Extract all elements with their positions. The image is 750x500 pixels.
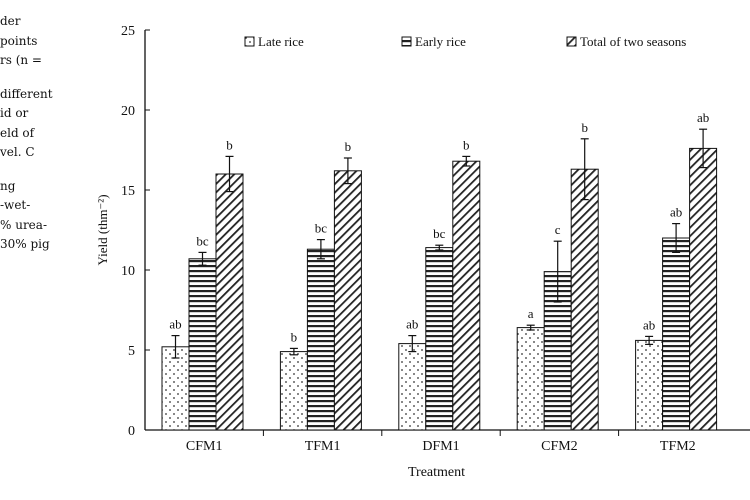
significance-label: b — [463, 137, 470, 152]
significance-label: bc — [315, 221, 328, 236]
y-tick-label: 5 — [128, 344, 135, 359]
x-tick-label-tfm1: TFM1 — [305, 439, 341, 454]
caption-line: different — [0, 86, 53, 101]
figure-caption-fragment: der points rs (n = different id or eld of vel.… — [0, 12, 70, 255]
caption-line: ng — [0, 178, 16, 193]
caption-line: id or — [0, 106, 29, 120]
significance-label: b — [291, 329, 298, 344]
legend-label: Late rice — [258, 34, 304, 49]
significance-label: ab — [406, 317, 418, 332]
caption-line: points — [0, 33, 38, 48]
y-tick-label: 20 — [121, 104, 135, 119]
y-tick-label: 0 — [128, 424, 135, 439]
significance-label: a — [528, 306, 534, 321]
significance-label: ab — [169, 317, 181, 332]
x-tick-label-dfm1: DFM1 — [422, 439, 459, 454]
caption-line: der — [0, 14, 21, 28]
bar-tfm2-horizontal-lines — [662, 237, 691, 431]
caption-line: 30% pig — [0, 237, 50, 251]
bar-dfm1-horizontal-lines — [425, 247, 454, 431]
significance-label: c — [555, 222, 561, 237]
bar-cfm2-dots — [516, 327, 545, 431]
bar-tfm2-dots — [635, 339, 664, 431]
bar-dfm1-dots — [398, 343, 427, 431]
x-axis-label: Treatment — [408, 465, 465, 480]
caption-line: vel. C — [0, 145, 35, 159]
significance-label: b — [345, 139, 352, 154]
y-tick-label: 25 — [121, 24, 135, 39]
bar-tfm1-diagonal-lines — [333, 170, 362, 431]
x-tick-label-cfm1: CFM1 — [186, 439, 223, 454]
y-tick-label: 15 — [121, 184, 135, 199]
caption-line: rs (n = — [0, 53, 42, 67]
bar-tfm1-horizontal-lines — [306, 248, 335, 431]
legend-label: Total of two seasons — [580, 34, 686, 49]
bar-dfm1-diagonal-lines — [452, 160, 481, 431]
significance-label: b — [581, 120, 588, 135]
bar-cfm1-horizontal-lines — [188, 258, 217, 431]
bar-cfm2-diagonal-lines — [570, 168, 599, 431]
bar-tfm1-dots — [279, 351, 308, 431]
legend-label: Early rice — [415, 34, 466, 49]
bar-cfm1-diagonal-lines — [215, 173, 244, 431]
significance-label: ab — [670, 205, 682, 220]
caption-line: % urea- — [0, 217, 47, 232]
legend-swatch-horizontal-lines — [401, 36, 412, 47]
significance-label: b — [226, 137, 233, 152]
legend-swatch-diagonal-lines — [566, 36, 577, 47]
y-axis-label: Yield (thm⁻²) — [95, 194, 110, 265]
y-tick-label: 10 — [121, 264, 135, 279]
significance-label: ab — [697, 110, 709, 125]
legend-swatch-dots — [244, 36, 255, 47]
caption-line: eld of — [0, 125, 35, 140]
significance-label: ab — [643, 317, 655, 332]
bar-cfm1-dots — [161, 346, 190, 431]
x-tick-label-cfm2: CFM2 — [541, 439, 578, 454]
bar-tfm2-diagonal-lines — [689, 147, 718, 431]
significance-label: bc — [433, 226, 446, 241]
x-tick-label-tfm2: TFM2 — [660, 439, 696, 454]
significance-label: bc — [196, 233, 209, 248]
caption-line: -wet- — [0, 198, 31, 212]
